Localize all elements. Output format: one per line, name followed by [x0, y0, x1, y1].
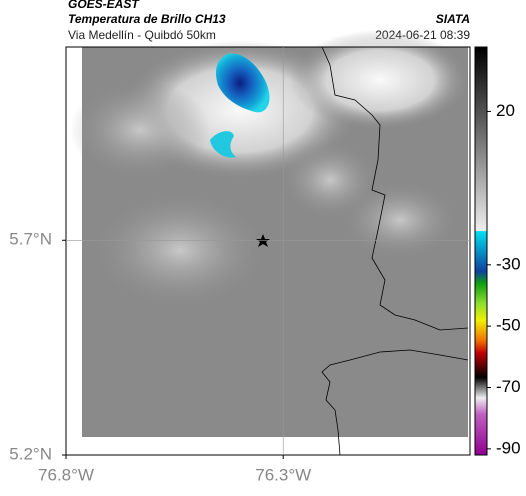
colorbar-tick-label: -50: [496, 316, 521, 335]
x-tick-label: 76.3°W: [255, 465, 311, 484]
satellite-image: [70, 30, 470, 456]
colorbar-tick-label: 20: [496, 101, 515, 120]
y-tick-label: 5.7°N: [9, 230, 52, 249]
source: SIATA: [436, 12, 470, 26]
x-tick-label: 76.8°W: [38, 465, 94, 484]
colorbar-tick-label: -70: [496, 377, 521, 396]
map-frame: [65, 46, 471, 456]
title: GOES-EAST: [68, 0, 140, 11]
subtitle: Temperatura de Brillo CH13: [68, 12, 226, 26]
colorbar-tick-label: -90: [496, 438, 521, 457]
colorbar: [474, 46, 488, 456]
colorbar-tick-label: -30: [496, 254, 521, 273]
region: Via Medellín - Quibdó 50km: [68, 28, 216, 42]
y-tick-label: 5.2°N: [9, 444, 52, 463]
